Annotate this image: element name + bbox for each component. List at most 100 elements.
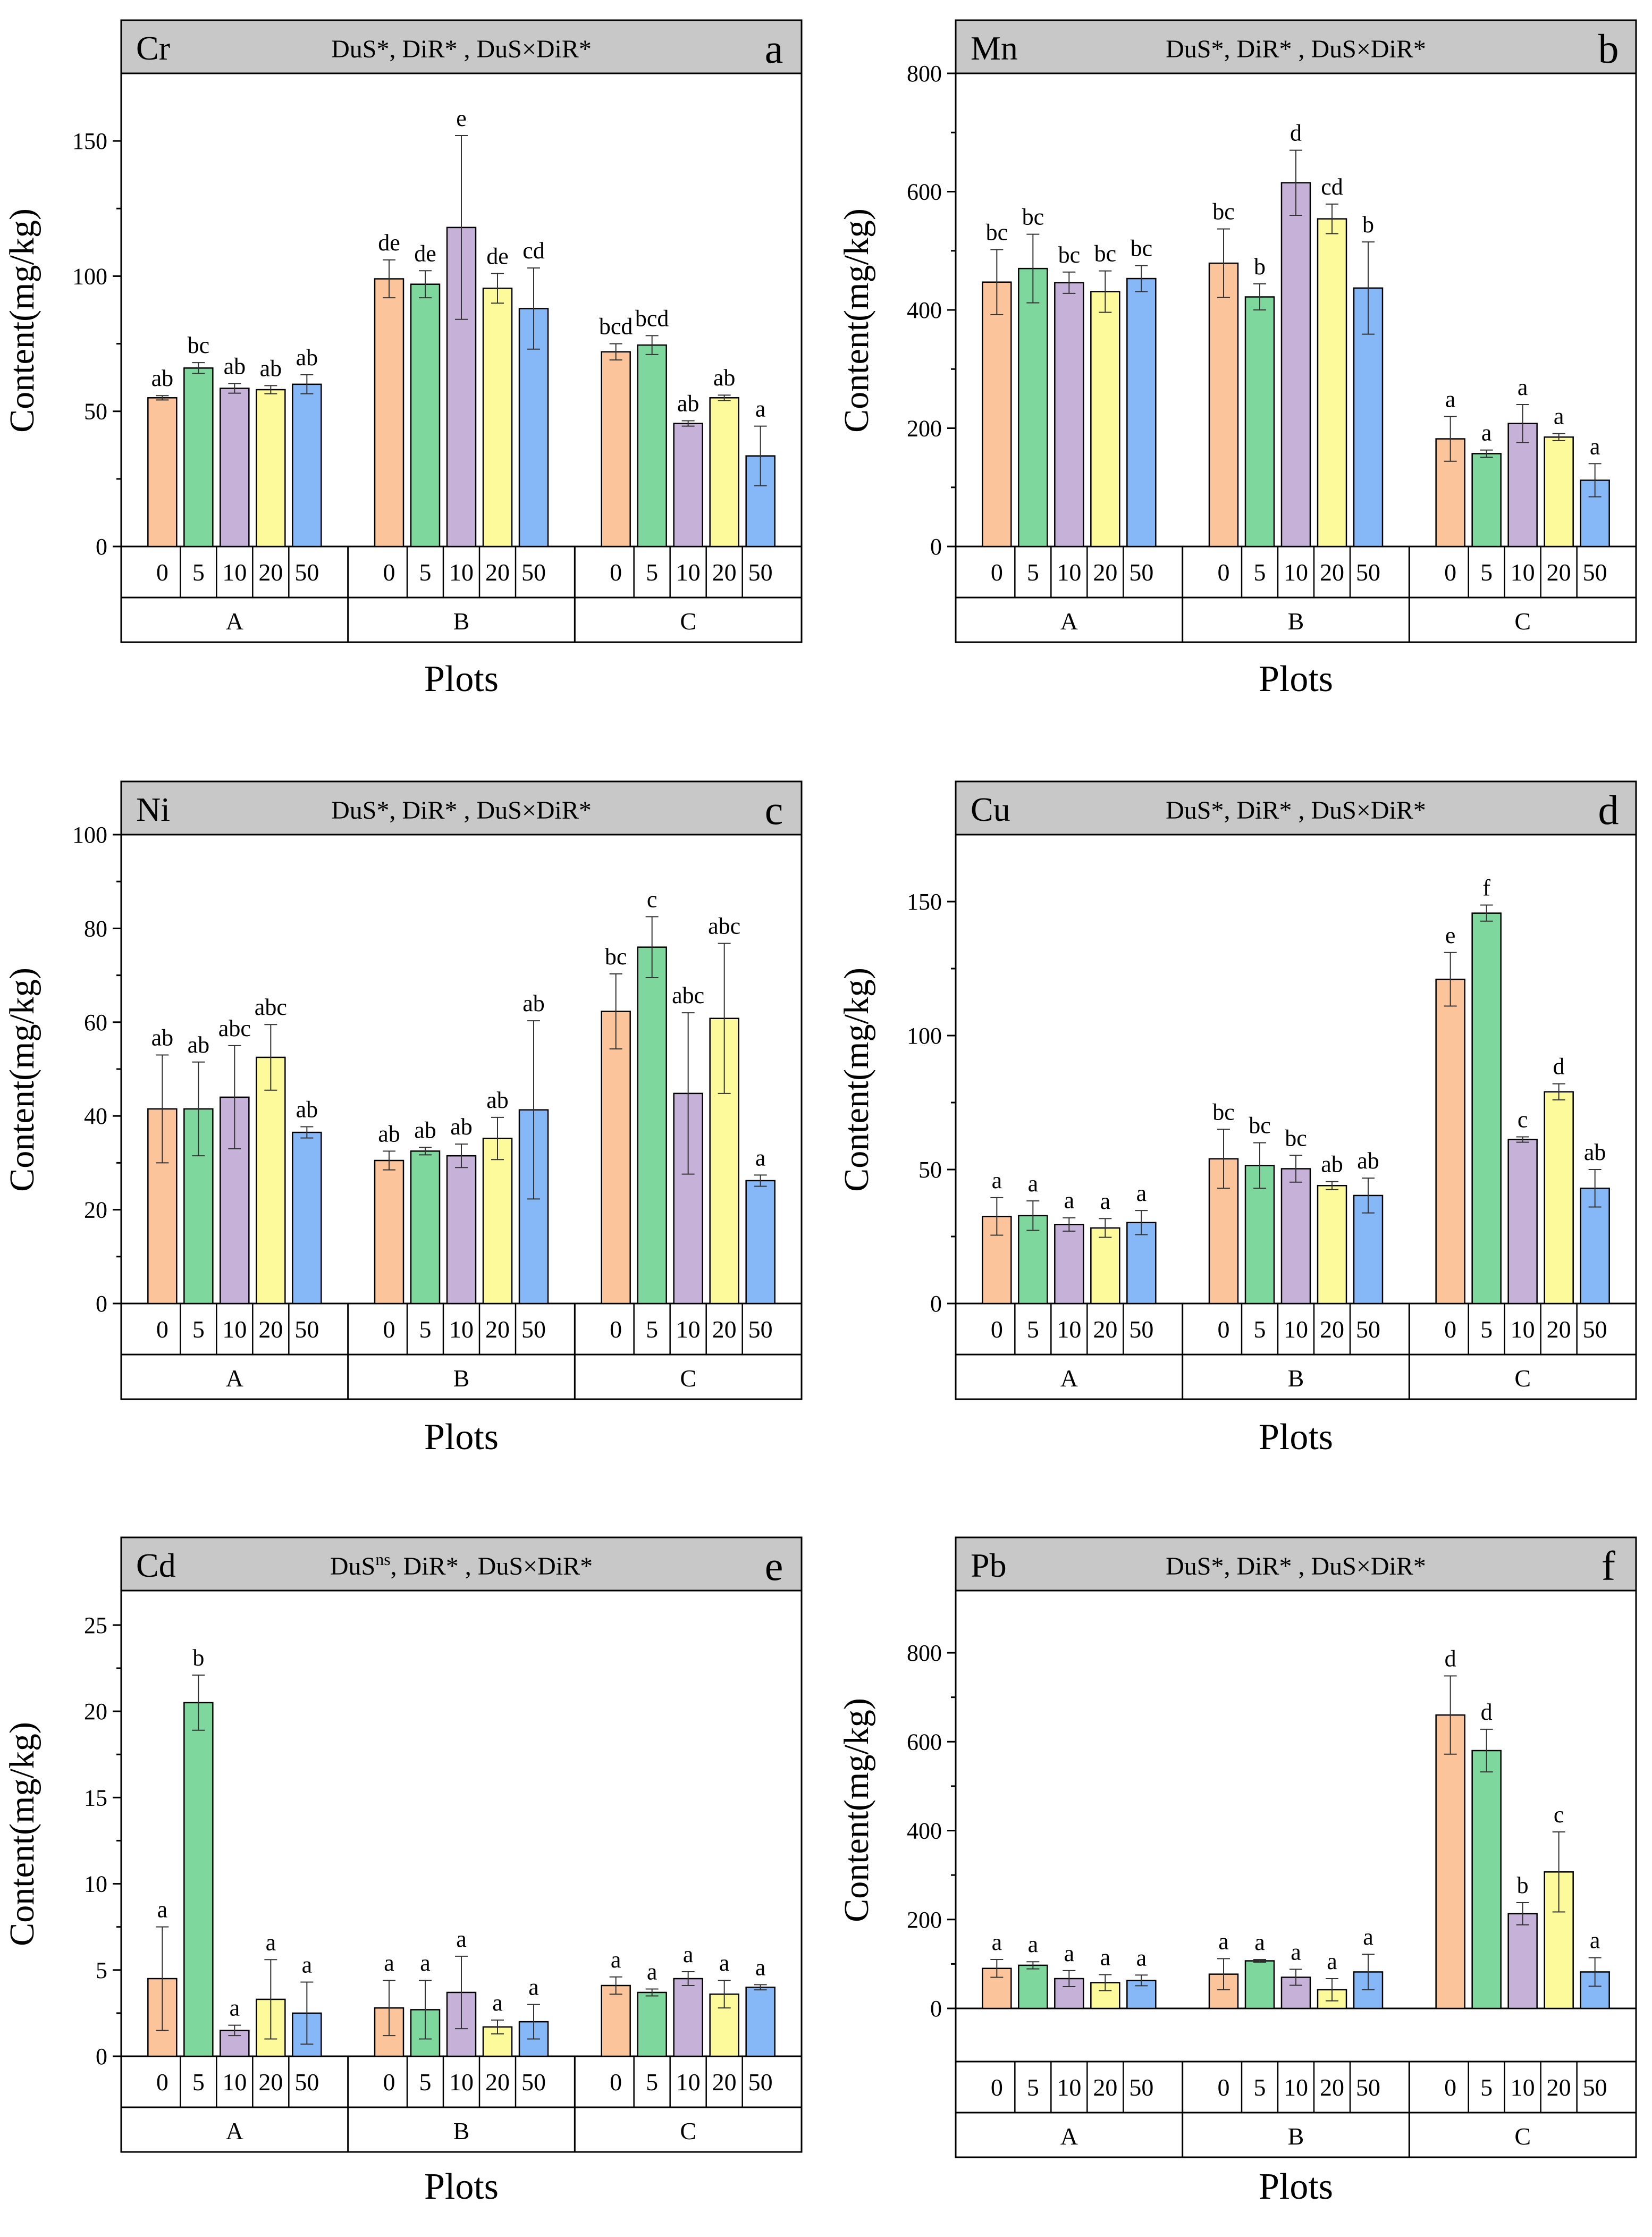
category-label: 50 [521,2068,546,2096]
category-label: 50 [294,559,319,586]
significance-label: a [1028,1171,1039,1197]
bar [446,1155,477,1305]
category-label: 20 [1320,2074,1344,2101]
significance-label: a [755,1954,766,1980]
panel-letter: d [1598,787,1619,833]
significance-label: c [647,886,658,912]
category-label: 10 [1284,2074,1308,2101]
significance-label: ab [296,344,318,371]
panel-letter: f [1602,1543,1615,1589]
significance-label: f [1482,875,1490,901]
significance-label: bc [1212,199,1235,225]
category-label: 10 [449,2068,474,2096]
y-tick-label: 400 [907,1818,942,1844]
bar [1244,1960,1275,2009]
significance-label: a [1445,386,1456,412]
panel-ni: Ni DuS*, DiR* , DuS×DiR* c020406080100Cont… [3,780,803,1458]
y-tick-label: 0 [930,1996,942,2022]
significance-label: b [1362,212,1374,238]
significance-label: b [1254,254,1266,280]
y-tick-label: 150 [72,128,107,154]
bar [1507,423,1538,548]
category-label: 0 [991,1316,1003,1343]
category-label: 20 [1547,559,1571,586]
bar [1090,1227,1120,1305]
category-label: 10 [1284,1316,1308,1343]
category-label: 50 [1129,559,1153,586]
category-label: 50 [521,1316,546,1343]
significance-label: c [1554,1802,1564,1828]
category-label: 50 [1356,559,1380,586]
bar [183,367,214,548]
significance-label: ab [296,1096,318,1122]
category-label: 10 [222,2068,247,2096]
y-tick-label: 80 [84,915,107,941]
y-tick-label: 50 [918,1157,942,1183]
group-label: C [680,1365,696,1392]
category-label: 10 [676,2068,701,2096]
panel-mn: Mn DuS*, DiR* , DuS×DiR* b0200400600800Con… [837,19,1637,700]
significance-label: ab [378,1121,400,1147]
y-axis-label: Content(mg/kg) [837,1698,876,1922]
category-label: 5 [1480,2074,1493,2101]
element-label: Ni [136,790,170,828]
category-label: 0 [156,1316,168,1343]
significance-label: ab [151,365,174,391]
group-label: C [1514,2123,1531,2150]
category-label: 50 [1129,2074,1153,2101]
significance-label: e [456,105,467,131]
significance-label: ab [1584,1139,1606,1165]
category-label: 10 [676,1316,701,1343]
panel-pb: Pb DuS*, DiR* , DuS×DiR* f0200400600800Con… [837,1536,1637,2207]
significance-label: d [1481,1699,1493,1725]
bar [673,1978,703,2057]
bar [1090,291,1120,548]
significance-label: bcd [635,305,669,331]
significance-label: ab [414,1117,436,1143]
category-label: 10 [449,559,474,586]
category-label: 50 [748,1316,773,1343]
significance-label: a [1481,420,1492,446]
significance-label: a [266,1929,276,1955]
group-label: B [1288,608,1304,635]
bar [1018,1964,1048,2009]
category-label: 20 [1320,559,1344,586]
category-label: 50 [294,2068,319,2096]
panel-letter: b [1598,26,1619,72]
element-label: Pb [971,1546,1007,1584]
group-label: A [1060,608,1078,635]
y-tick-label: 5 [96,1957,107,1983]
bar [147,397,178,548]
y-tick-label: 800 [907,1640,942,1666]
category-label: 50 [1583,559,1607,586]
bar [1435,1714,1465,2009]
group-label: A [1060,2123,1078,2150]
significance-label: a [1291,1939,1301,1965]
significance-label: a [1064,1188,1075,1214]
significance-label: bc [605,944,627,970]
bar [1471,1750,1502,2009]
category-label: 0 [156,559,168,586]
y-tick-label: 50 [84,399,107,425]
category-label: 50 [748,559,773,586]
bar [1471,453,1502,548]
significance-label: a [302,1952,313,1978]
category-label: 0 [610,2068,622,2096]
category-label: 20 [712,2068,737,2096]
bar [374,1159,404,1305]
y-tick-label: 25 [84,1612,107,1638]
x-axis-label: Plots [424,1417,499,1458]
group-label: C [1514,1365,1531,1392]
category-label: 10 [1057,2074,1081,2101]
significance-label: a [755,396,766,422]
bar [1054,282,1084,548]
significance-label: a [1554,403,1564,430]
significance-label: ab [486,1087,509,1113]
bar [1435,978,1465,1305]
x-axis-label: Plots [1259,2166,1333,2207]
bar [1317,1184,1347,1305]
category-label: 20 [712,1316,737,1343]
group-label: A [226,2117,243,2145]
y-tick-label: 800 [907,61,942,87]
group-label: C [680,608,696,635]
